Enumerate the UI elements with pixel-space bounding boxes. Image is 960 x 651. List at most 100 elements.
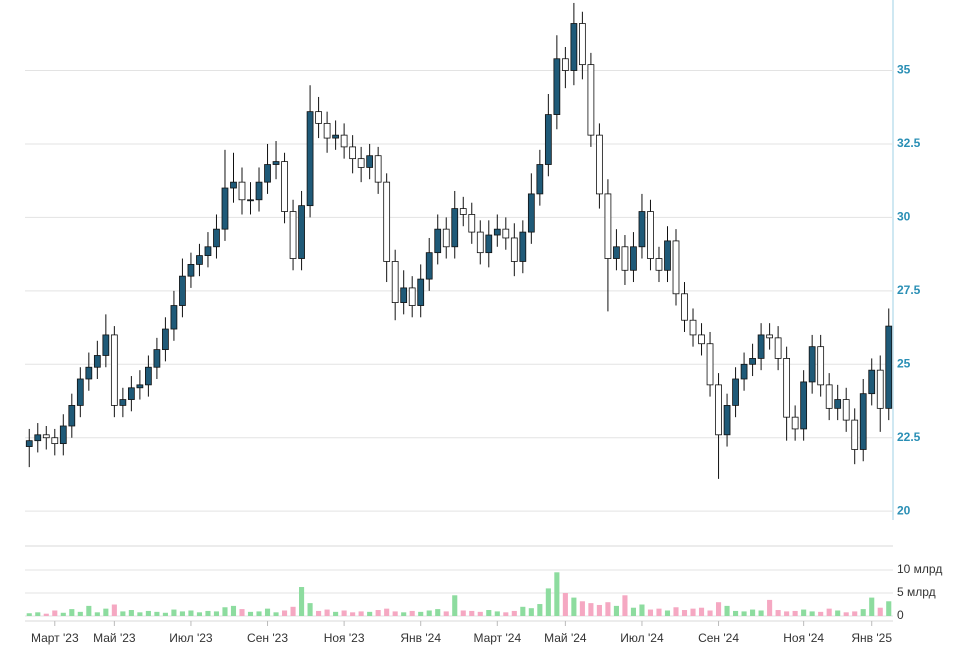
volume-bar [477,611,483,616]
candle-body [298,205,305,259]
volume-bar [222,607,228,616]
volume-bar [145,610,151,616]
candle-body [723,405,731,436]
candle-body [570,23,578,71]
volume-bar [179,611,185,616]
candle-body [51,437,59,445]
candle-body [825,384,833,409]
volume-bar [545,588,551,616]
candle-body [230,181,237,189]
candle-body [366,155,374,168]
candle-body [876,369,884,409]
volume-bar [341,610,347,616]
x-tick-label: Май '23 [93,631,136,645]
volume-bar [741,611,747,616]
y-tick-label: 25 [897,356,911,370]
y-tick-label: 22.5 [897,430,921,444]
volume-bar [324,609,330,616]
volume-bar [784,611,790,616]
y-tick-label: 32.5 [897,136,921,150]
volume-bar [196,612,203,616]
volume-bar [860,609,866,616]
volume-bar [384,608,390,616]
volume-bar [852,611,858,616]
volume-bar [171,609,177,616]
volume-bar [877,607,883,616]
candle-body [323,122,331,139]
candle-body [127,387,135,400]
volume-bar [588,603,594,616]
volume-bar [579,601,585,616]
y-tick-label: 20 [897,503,911,517]
volume-bar [596,604,602,616]
candle-body [561,58,569,71]
volume-bar [715,602,722,616]
candle-body [315,111,322,124]
volume-bar [333,611,339,616]
x-tick-label: Сен '23 [247,631,288,645]
volume-bar [520,606,526,616]
candle-body [732,378,739,406]
volume-bar [26,613,32,616]
candle-body [544,114,552,165]
candle-body [391,261,399,303]
x-tick-label: Ноя '23 [324,631,365,645]
volume-bar [750,609,756,616]
x-tick-label: Июл '23 [169,631,213,645]
volume-bar [664,610,671,616]
volume-bar [537,604,543,616]
candle-body [655,258,663,271]
candle-body [204,246,212,256]
volume-bar [801,609,807,616]
candle-body [715,384,722,436]
candle-body [68,405,76,427]
volume-bar [86,605,92,616]
candle-body [255,181,263,201]
candle-body [170,305,178,330]
volume-bar [767,599,773,616]
volume-bar [137,612,143,616]
candle-body [153,349,161,368]
candle-body [851,419,859,450]
volume-bar [281,610,288,616]
candle-body [553,58,561,115]
candle-body [417,278,425,306]
x-tick-label: Март '24 [473,631,521,645]
volume-bar [724,605,730,616]
volume-bar [673,607,679,616]
volume-bar [375,610,381,616]
candle-body [536,164,544,195]
volume-bar [562,593,568,616]
volume-bar [350,612,356,616]
volume-bar [554,572,560,616]
candle-body [587,64,595,136]
volume-bar [486,610,492,616]
x-tick-label: Март '23 [31,631,79,645]
candle-body [493,228,501,236]
candle-body [757,334,765,359]
candle-body [859,393,867,450]
candle-body [527,193,535,233]
x-tick-label: Янв '24 [400,631,441,645]
y-tick-label: 27.5 [897,283,921,297]
candle-body [264,164,271,183]
candle-body [34,434,42,442]
candle-body [647,211,654,259]
volume-bar [409,610,415,616]
candle-body [213,228,220,248]
candle-body [885,325,893,409]
x-tick-label: Июл '24 [620,631,664,645]
volume-bar [162,612,168,616]
candle-body [579,23,586,66]
volume-bar [511,610,517,616]
candle-body [613,246,620,259]
volume-bar [256,611,262,616]
volume-bar [273,612,279,616]
candle-body [289,211,297,259]
volume-bar [605,602,611,616]
candle-body [800,381,808,430]
candle-body [630,246,637,271]
candle-body [332,134,339,139]
candle-body [383,181,391,262]
volume-bar [299,587,305,616]
